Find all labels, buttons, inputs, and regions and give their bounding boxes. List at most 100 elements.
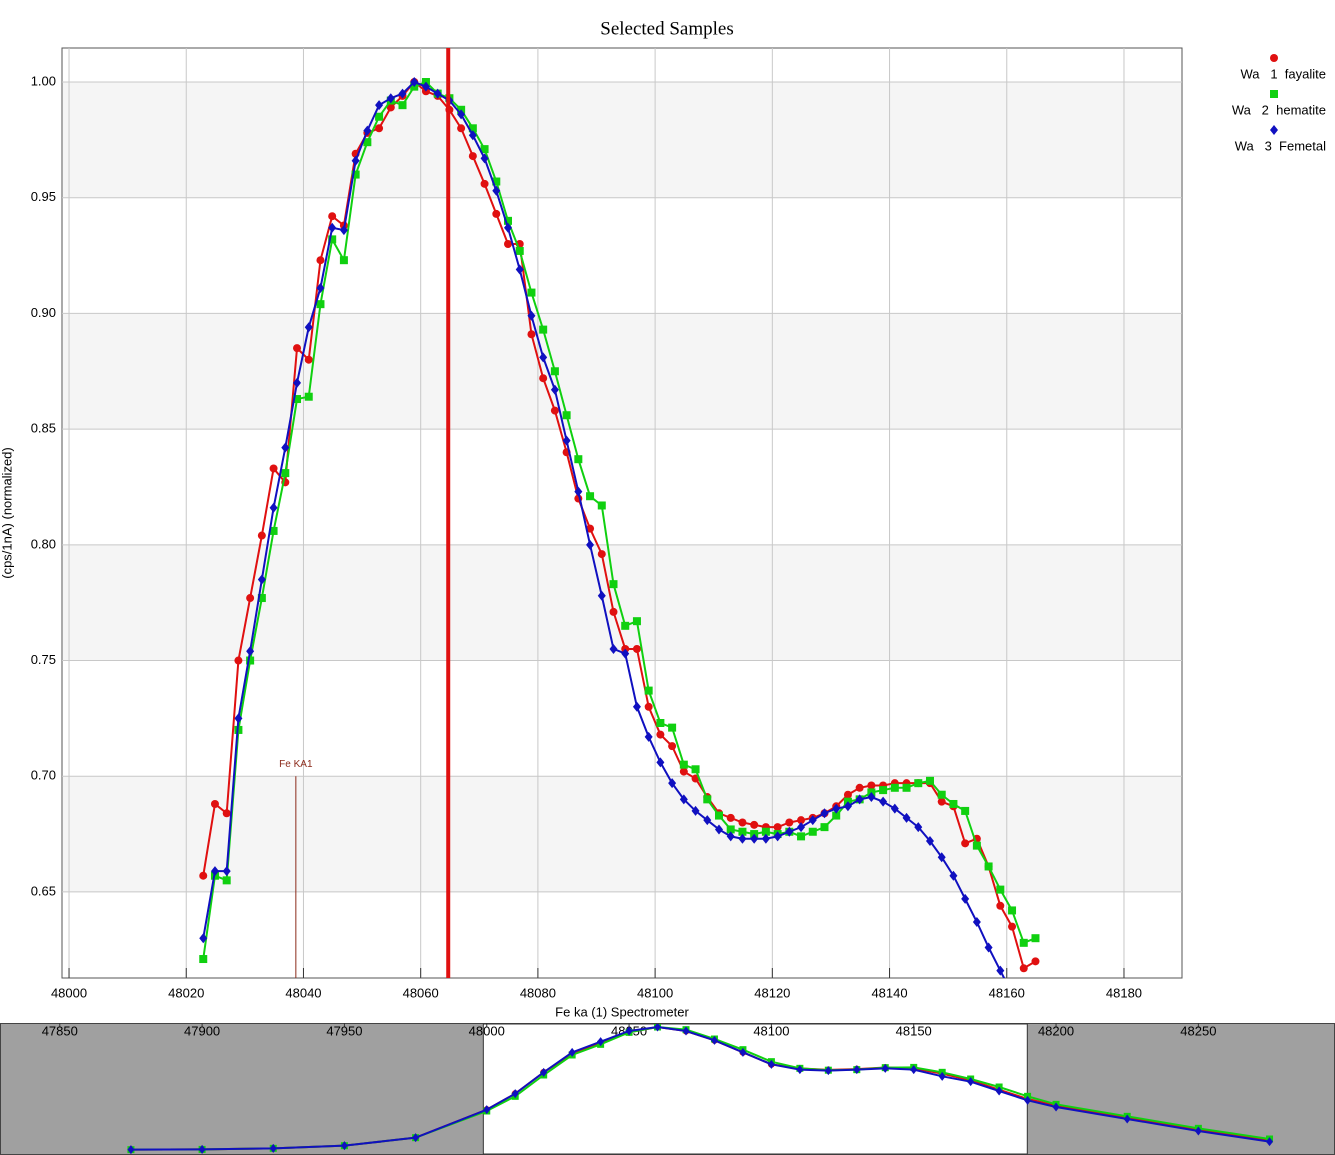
marker xyxy=(1270,125,1278,135)
marker xyxy=(726,813,735,822)
legend-label: Wa 2 hematite xyxy=(1232,102,1326,117)
marker xyxy=(679,760,688,769)
y-tick-label: 0.80 xyxy=(31,536,56,551)
marker xyxy=(222,809,231,818)
marker xyxy=(492,209,501,218)
marker xyxy=(761,827,770,836)
marker xyxy=(668,723,677,732)
x-tick-label: 48000 xyxy=(469,1023,505,1038)
marker xyxy=(246,594,255,603)
x-tick-label: 48250 xyxy=(1180,1023,1216,1038)
marker xyxy=(902,812,911,823)
marker xyxy=(879,796,888,807)
marker xyxy=(550,367,559,376)
marker xyxy=(867,792,876,803)
marker xyxy=(797,822,806,833)
marker xyxy=(562,435,571,446)
marker xyxy=(468,152,477,161)
marker xyxy=(668,778,677,789)
x-tick-label: 47900 xyxy=(184,1023,220,1038)
marker xyxy=(574,455,583,464)
marker xyxy=(961,839,970,848)
marker xyxy=(937,852,946,863)
marker xyxy=(750,820,759,829)
x-tick-label: 48180 xyxy=(1106,985,1142,1000)
x-tick-label: 47950 xyxy=(326,1023,362,1038)
marker xyxy=(511,1089,519,1099)
marker xyxy=(632,701,641,712)
marker xyxy=(492,185,501,196)
marker xyxy=(961,806,970,815)
marker xyxy=(654,1024,662,1032)
bands xyxy=(63,82,1181,892)
marker xyxy=(586,524,595,533)
marker xyxy=(574,486,583,497)
marker xyxy=(281,442,290,453)
marker xyxy=(515,264,524,275)
marker xyxy=(679,767,688,776)
marker xyxy=(398,88,407,99)
marker xyxy=(1031,957,1040,966)
marker xyxy=(375,124,384,133)
marker xyxy=(468,130,477,141)
marker xyxy=(679,794,688,805)
x-tick-label: 48140 xyxy=(871,985,907,1000)
marker xyxy=(881,1063,889,1073)
y-tick-label: 0.70 xyxy=(31,768,56,783)
marker xyxy=(996,965,1005,976)
marker xyxy=(853,1065,861,1075)
marker xyxy=(609,607,618,616)
overview: 4785047900479504800048050481004815048200… xyxy=(42,1023,1274,1155)
marker xyxy=(468,124,477,133)
marker xyxy=(843,790,852,799)
marker xyxy=(412,1133,420,1143)
marker xyxy=(257,594,266,603)
marker xyxy=(726,825,735,834)
marker xyxy=(433,88,442,99)
marker xyxy=(339,225,348,236)
band xyxy=(63,313,1181,430)
marker xyxy=(879,786,888,795)
x-tick-label: 48200 xyxy=(1038,1023,1074,1038)
marker xyxy=(656,718,665,727)
marker xyxy=(808,827,817,836)
marker xyxy=(363,138,372,147)
y-tick-label: 0.85 xyxy=(31,421,56,436)
marker xyxy=(644,731,653,742)
marker xyxy=(785,826,794,837)
marker xyxy=(691,805,700,816)
marker xyxy=(902,783,911,792)
marker xyxy=(773,831,782,842)
marker xyxy=(726,831,735,842)
marker xyxy=(375,112,384,121)
marker xyxy=(808,815,817,826)
marker xyxy=(644,702,653,711)
marker xyxy=(586,492,595,501)
marker xyxy=(773,823,782,832)
marker xyxy=(304,355,313,364)
marker xyxy=(351,155,360,166)
marker xyxy=(937,797,946,806)
band xyxy=(63,776,1181,892)
marker xyxy=(995,1086,1003,1096)
marker xyxy=(597,501,606,510)
marker xyxy=(550,384,559,395)
marker xyxy=(457,124,466,133)
marker xyxy=(855,794,864,805)
marker xyxy=(504,216,513,225)
marker xyxy=(257,531,266,540)
chart-title: Selected Samples xyxy=(600,18,734,39)
marker xyxy=(316,256,325,265)
marker xyxy=(996,885,1005,894)
marker xyxy=(824,1066,832,1076)
marker xyxy=(843,801,852,812)
marker xyxy=(550,406,559,415)
marker xyxy=(328,235,337,244)
marker xyxy=(1024,1095,1032,1105)
marker xyxy=(1270,54,1278,62)
marker xyxy=(198,1144,206,1154)
marker xyxy=(967,1077,975,1087)
marker xyxy=(246,656,255,665)
marker xyxy=(293,344,302,353)
marker xyxy=(234,656,243,665)
